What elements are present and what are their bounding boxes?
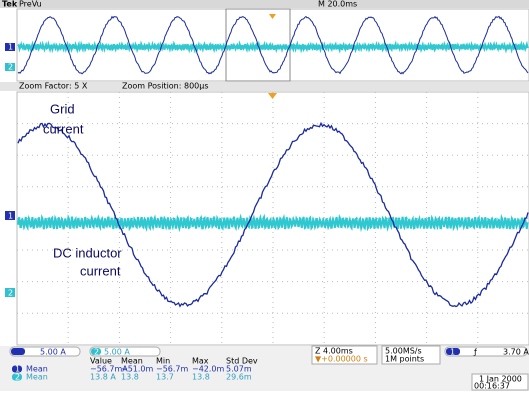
mode: PreVu xyxy=(19,0,42,9)
zoom-factor: Zoom Factor: 5 X xyxy=(19,82,88,91)
row-label: Mean xyxy=(26,373,48,382)
annotation: DC inductor xyxy=(53,245,122,260)
annotation: Grid xyxy=(50,101,75,116)
table-cell: 13.7 xyxy=(156,373,174,382)
table-cell: 29.6m xyxy=(226,373,252,382)
ch2-scale: 5.00 A xyxy=(104,348,130,357)
scope-screen: Tek PreVu M 20.0ms Zoom Factor: 5 X Zoom… xyxy=(0,0,529,391)
timebase: M 20.0ms xyxy=(318,0,357,9)
time: 00:16:37 xyxy=(474,382,510,391)
brand: Tek xyxy=(2,0,18,9)
header-bar xyxy=(0,0,529,8)
trigger-offset: ▼+0.00000 s xyxy=(315,355,368,364)
page: Tek PreVu M 20.0ms Zoom Factor: 5 X Zoom… xyxy=(0,0,529,391)
ch1-scale: 5.00 A xyxy=(40,348,66,357)
table-cell: 13.8 A xyxy=(90,373,116,382)
ch2-marker-label: 2 xyxy=(8,289,13,298)
ch1-marker-label: 1 xyxy=(8,43,13,52)
ch2-marker-label: 2 xyxy=(8,63,13,72)
ch1-icon xyxy=(11,348,25,355)
trigger-slope: ƒ xyxy=(473,348,477,357)
table-cell: 13.8 xyxy=(121,373,139,382)
row-icon-label: 2 xyxy=(15,373,20,382)
annotation: current xyxy=(80,263,121,278)
ch1-marker-label: 1 xyxy=(8,212,13,221)
record-length: 1M points xyxy=(385,355,424,364)
trigger-level: 3.70 A xyxy=(503,348,529,357)
ch2-icon-label: 2 xyxy=(94,348,99,357)
table-cell: 13.8 xyxy=(192,373,210,382)
trigger-source: 1 xyxy=(450,348,455,357)
zoom-position: Zoom Position: 800µs xyxy=(122,82,209,91)
annotation: current xyxy=(43,121,84,136)
